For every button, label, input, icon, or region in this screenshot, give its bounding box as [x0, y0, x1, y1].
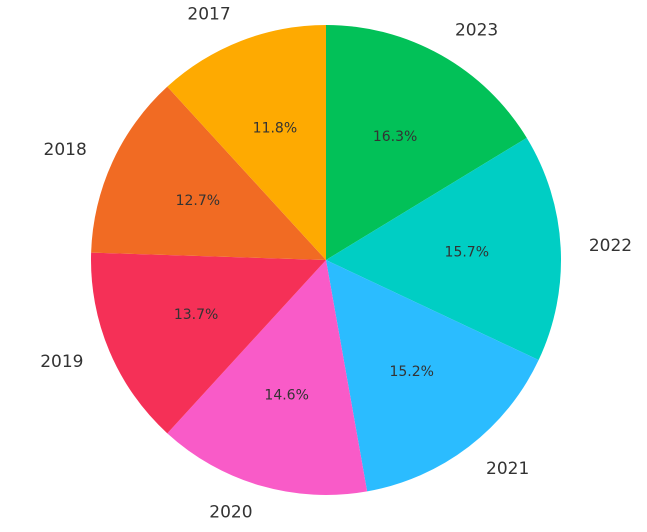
pie-slice-2019 [91, 252, 326, 434]
labels-layer: 2023 16.3% 2022 15.7% 2021 15.2% 2020 14.6% 2019… [40, 5, 632, 523]
pie-slice-2017 [167, 24, 326, 260]
slice-label-2022: 2022 [589, 236, 632, 256]
slice-label-2020: 2020 [209, 503, 252, 523]
slice-percent-2018: 12.7% [176, 193, 220, 209]
slice-label-2021: 2021 [486, 459, 529, 479]
slice-percent-2021: 15.2% [389, 364, 433, 380]
slice-percent-2020: 14.6% [264, 387, 308, 403]
pie-slice-2021 [326, 260, 539, 492]
slice-label-2017: 2017 [187, 5, 230, 25]
pie-slice-2018 [91, 86, 326, 260]
pie-slice-2022 [326, 137, 561, 361]
slice-label-2019: 2019 [40, 352, 83, 372]
slice-percent-2023: 16.3% [373, 129, 417, 145]
slice-label-2018: 2018 [44, 140, 87, 160]
pie-slice-2020 [167, 260, 368, 495]
pie-slice-2023 [326, 25, 527, 260]
slice-label-2023: 2023 [455, 21, 498, 41]
slice-percent-2017: 11.8% [253, 121, 297, 137]
slice-percent-2022: 15.7% [445, 244, 489, 260]
slices-layer [91, 24, 561, 495]
slice-percent-2019: 13.7% [174, 307, 218, 323]
